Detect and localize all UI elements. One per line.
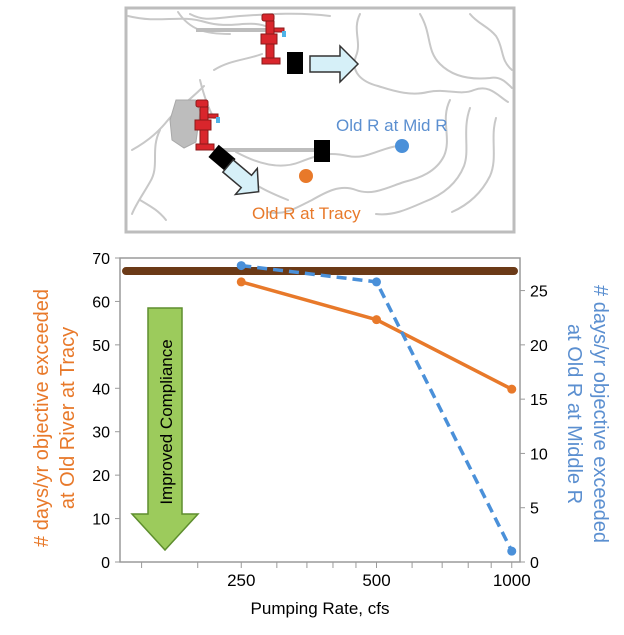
x-axis-ticks: 250 500 1000 [141, 562, 531, 590]
map-label-tracy: Old R at Tracy [252, 204, 361, 223]
left-tick-label: 0 [101, 555, 110, 572]
flow-arrow-lower-icon [221, 158, 260, 196]
pump-lower-icon [194, 99, 220, 151]
x-tick-label: 1000 [493, 571, 531, 590]
series-layer [236, 261, 517, 556]
x-axis-label: Pumping Rate, cfs [251, 599, 390, 618]
right-tick-label: 25 [530, 284, 548, 301]
x-tick-label: 250 [227, 571, 255, 590]
left-tick-label: 60 [92, 294, 110, 311]
series-midr-point [236, 261, 246, 271]
station-tracy-marker [299, 169, 313, 183]
barrier-upper [287, 52, 303, 74]
left-tick-label: 30 [92, 425, 110, 442]
pump-upper-icon [260, 13, 286, 65]
left-axis-label: # days/yr objective exceeded at Old Rive… [31, 289, 79, 547]
right-tick-label: 5 [530, 501, 539, 518]
improved-compliance-arrow: Improved Compliance [130, 307, 200, 552]
left-tick-label: 20 [92, 468, 110, 485]
right-tick-label: 15 [530, 392, 548, 409]
barrier-lower [314, 140, 330, 162]
down-arrow-icon [130, 307, 200, 552]
left-axis-label-line1: # days/yr objective exceeded [31, 289, 53, 547]
right-axis-label: # days/yr objective exceeded at Old R at… [563, 285, 611, 543]
plot-area [119, 257, 521, 563]
right-tick-label: 10 [530, 446, 548, 463]
left-tick-label: 40 [92, 381, 110, 398]
map-inset: Old R at Mid R Old R at Tracy [124, 6, 516, 234]
left-axis-label-line2: at Old River at Tracy [57, 327, 79, 509]
left-tick-label: 50 [92, 338, 110, 355]
series-tracy-point [372, 315, 382, 325]
series-tracy-point [507, 384, 517, 394]
x-tick-label: 500 [362, 571, 390, 590]
left-axis-ticks: 0 10 20 30 40 50 60 70 [92, 251, 120, 572]
right-tick-label: 20 [530, 338, 548, 355]
series-midr-point [372, 277, 382, 287]
series-midr-point [507, 546, 517, 556]
left-tick-label: 10 [92, 512, 110, 529]
series-tracy-point [236, 277, 246, 287]
left-tick-label: 70 [92, 251, 110, 268]
right-axis-label-line2: at Old R at Middle R [563, 324, 585, 504]
chart: 0 10 20 30 40 50 60 70 0 5 10 15 20 25 250 500 1000 Im… [31, 251, 611, 618]
right-tick-label: 0 [530, 555, 539, 572]
improved-compliance-label: Improved Compliance [157, 339, 176, 504]
right-axis-ticks: 0 5 10 15 20 25 [520, 284, 548, 572]
right-axis-label-line1: # days/yr objective exceeded [589, 285, 611, 543]
station-midr-marker [395, 139, 409, 153]
map-label-midr: Old R at Mid R [336, 116, 447, 135]
flow-arrow-upper-icon [309, 44, 360, 84]
